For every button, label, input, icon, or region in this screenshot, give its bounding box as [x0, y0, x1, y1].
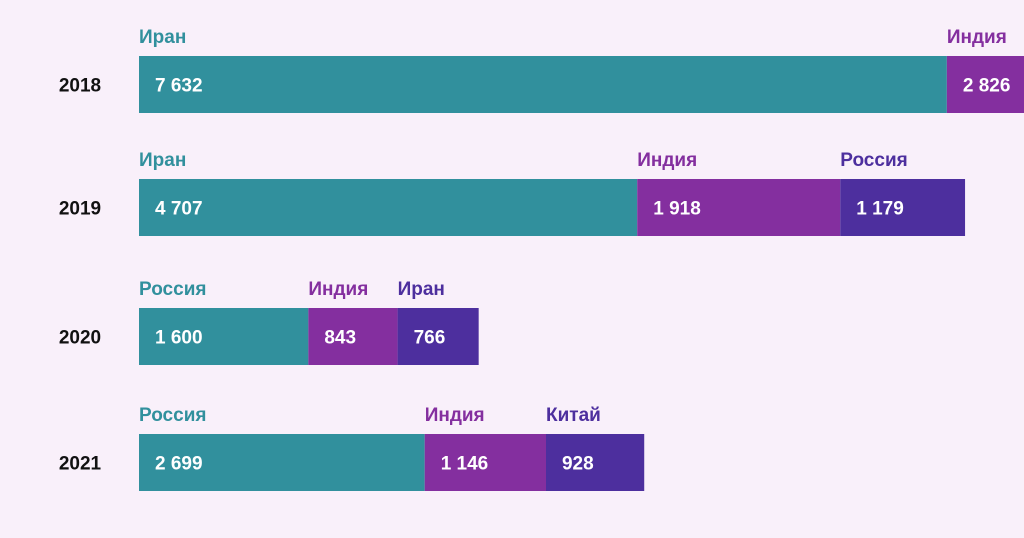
segment-value-label: 1 179: [856, 199, 904, 220]
segment-value-label: 843: [324, 328, 356, 349]
segment-value-label: 1 600: [155, 328, 203, 349]
segment-category-label: Иран: [139, 150, 186, 171]
bar-segment: [139, 179, 638, 236]
segment-category-label: Индия: [947, 27, 1007, 48]
segment-value-label: 766: [414, 328, 446, 349]
bar-segment: [139, 434, 425, 491]
year-label: 2021: [59, 454, 102, 475]
bar-segment: [545, 434, 645, 491]
bar-row-2019: 2019 Иран 4 707 Индия 1 918 Россия 1 179: [59, 150, 966, 236]
segment-value-label: 1 146: [441, 454, 489, 475]
segment-category-label: Иран: [398, 279, 445, 300]
year-label: 2018: [59, 76, 101, 97]
year-label: 2019: [59, 199, 101, 220]
segment-value-label: 1 918: [653, 199, 701, 220]
bar-row-2021: 2021 Россия 2 699 Индия 1 146 Китай 928: [59, 405, 645, 491]
segment-value-label: 2 699: [155, 454, 203, 475]
bar-segment: [637, 179, 841, 236]
segment-category-label: Индия: [637, 150, 697, 171]
bar-row-2020: 2020 Россия 1 600 Индия 843 Иран 766: [59, 279, 479, 365]
segment-category-label: Иран: [139, 27, 186, 48]
segment-category-label: Индия: [308, 279, 368, 300]
bar-segment: [308, 308, 398, 365]
segment-category-label: Россия: [139, 279, 206, 300]
segment-value-label: 4 707: [155, 199, 203, 220]
segment-value-label: 2 826: [963, 76, 1011, 97]
bar-segment: [139, 56, 947, 113]
segment-value-label: 7 632: [155, 76, 203, 97]
bar-segment: [397, 308, 479, 365]
segment-category-label: Россия: [139, 405, 206, 426]
year-label: 2020: [59, 328, 101, 349]
bar-segment: [424, 434, 546, 491]
segment-value-label: 928: [562, 454, 594, 475]
bar-segment: [946, 56, 1024, 113]
segment-category-label: Россия: [840, 150, 907, 171]
bar-segment: [840, 179, 966, 236]
segment-category-label: Китай: [546, 405, 601, 426]
segment-category-label: Индия: [425, 405, 485, 426]
bar-segment: [139, 308, 309, 365]
